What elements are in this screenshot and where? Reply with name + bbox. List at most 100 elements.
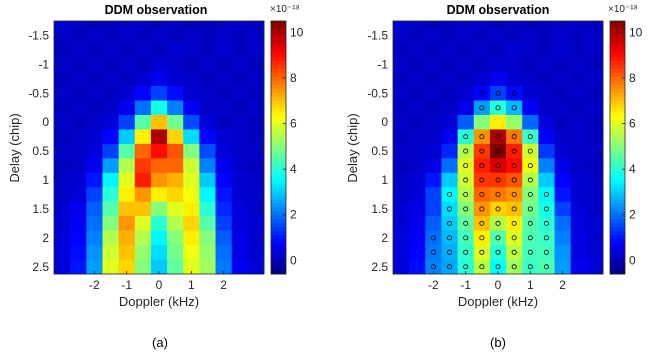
heatmap-cell: [457, 259, 475, 275]
heatmap-cell: [570, 86, 588, 101]
heatmap-cell: [538, 143, 555, 159]
heatmap-cell: [70, 71, 87, 87]
panel-a-x-axis-label: Doppler (kHz): [119, 294, 199, 309]
selection-marker: [527, 220, 533, 226]
heatmap-cell: [134, 230, 152, 246]
selection-marker: [527, 206, 533, 212]
heatmap-cell: [54, 158, 71, 174]
heatmap-cell: [473, 259, 491, 275]
heatmap-cell: [473, 21, 491, 29]
heatmap-cell: [506, 42, 523, 58]
heatmap-cell: [134, 42, 152, 58]
heatmap-cell: [86, 100, 103, 116]
selection-marker: [430, 235, 436, 241]
heatmap-cell: [70, 100, 87, 116]
heatmap-cell: [215, 114, 233, 130]
heatmap-cell: [167, 245, 184, 260]
colorbar-segment: [271, 270, 286, 275]
heatmap-cell: [86, 158, 103, 174]
panel-a-title: DDM observation: [105, 3, 208, 17]
selection-marker: [463, 220, 469, 226]
y-tick-label: -1.5: [28, 28, 49, 42]
heatmap-cell: [183, 245, 200, 260]
selection-marker: [527, 235, 533, 241]
heatmap-cell: [134, 129, 152, 145]
heatmap-cell: [150, 21, 168, 29]
heatmap-cell: [183, 86, 200, 101]
heatmap-cell: [102, 57, 120, 72]
heatmap-cell: [554, 57, 572, 72]
selection-marker: [543, 249, 549, 255]
heatmap-cell: [473, 187, 491, 203]
y-tick-label: -1.5: [367, 28, 388, 42]
selection-marker: [495, 220, 501, 226]
heatmap-cell: [54, 71, 71, 87]
x-tick-label: 0: [495, 278, 502, 292]
heatmap-cell: [425, 172, 442, 188]
colorbar-segment: [271, 100, 286, 105]
heatmap-cell: [425, 143, 442, 159]
selection-marker: [463, 177, 469, 183]
colorbar-segment: [610, 127, 625, 133]
heatmap-cell: [199, 71, 216, 87]
colorbar-segment: [610, 266, 625, 271]
selection-marker: [527, 249, 533, 255]
colorbar-segment: [271, 190, 286, 196]
heatmap-cell: [473, 28, 491, 44]
heatmap-cell: [199, 259, 216, 275]
heatmap-cell: [554, 172, 572, 188]
colorbar-segment: [610, 183, 625, 188]
x-tick-label: 0: [156, 278, 163, 292]
heatmap-cell: [586, 143, 604, 159]
heatmap-cell: [86, 21, 103, 29]
colorbar-segment: [610, 32, 625, 38]
colorbar-segment: [610, 167, 625, 172]
heatmap-cell: [231, 114, 249, 130]
heatmap-cell: [570, 71, 588, 87]
heatmap-cell: [538, 216, 555, 232]
heatmap-cell: [409, 57, 426, 72]
heatmap-cell: [538, 28, 555, 44]
heatmap-cell: [167, 129, 184, 145]
heatmap-cell: [70, 86, 87, 101]
heatmap-cell: [522, 100, 539, 116]
heatmap-cell: [409, 187, 426, 203]
heatmap-cell: [489, 28, 507, 44]
heatmap-cell: [489, 129, 507, 145]
selection-marker: [495, 235, 501, 241]
colorbar-segment: [610, 60, 625, 65]
heatmap-cell: [409, 114, 426, 130]
heatmap-cell: [54, 201, 71, 217]
heatmap-cell: [393, 201, 410, 217]
heatmap-cell: [215, 86, 233, 101]
heatmap-cell: [247, 114, 265, 130]
heatmap-cell: [86, 114, 103, 130]
heatmap-cell: [86, 201, 103, 217]
heatmap-cell: [441, 143, 459, 159]
selection-marker: [479, 148, 485, 154]
heatmap-cell: [199, 230, 216, 246]
colorbar-segment: [610, 151, 625, 156]
colorbar-segment: [610, 36, 625, 42]
heatmap-cell: [183, 100, 200, 116]
heatmap-cell: [409, 216, 426, 232]
heatmap-cell: [54, 230, 71, 246]
selection-marker: [543, 264, 549, 270]
heatmap-cell: [570, 216, 588, 232]
heatmap-cell: [538, 71, 555, 87]
heatmap-cell: [393, 114, 410, 130]
heatmap-cell: [183, 216, 200, 232]
selection-marker: [527, 191, 533, 197]
heatmap-cell: [215, 42, 233, 58]
heatmap-cell: [134, 57, 152, 72]
heatmap-cell: [409, 259, 426, 275]
heatmap-cell: [102, 100, 120, 116]
heatmap-cell: [247, 201, 265, 217]
panel-a-colorbar: 0 2 4 6 8 10: [270, 20, 304, 275]
heatmap-cell: [183, 187, 200, 203]
colorbar-segment: [610, 52, 625, 58]
panel-b-colorbar: 0 2 4 6 8 10: [609, 20, 643, 275]
panel-b-caption: (b): [490, 335, 506, 350]
heatmap-cell: [134, 143, 152, 159]
panel-b-title: DDM observation: [447, 3, 550, 17]
